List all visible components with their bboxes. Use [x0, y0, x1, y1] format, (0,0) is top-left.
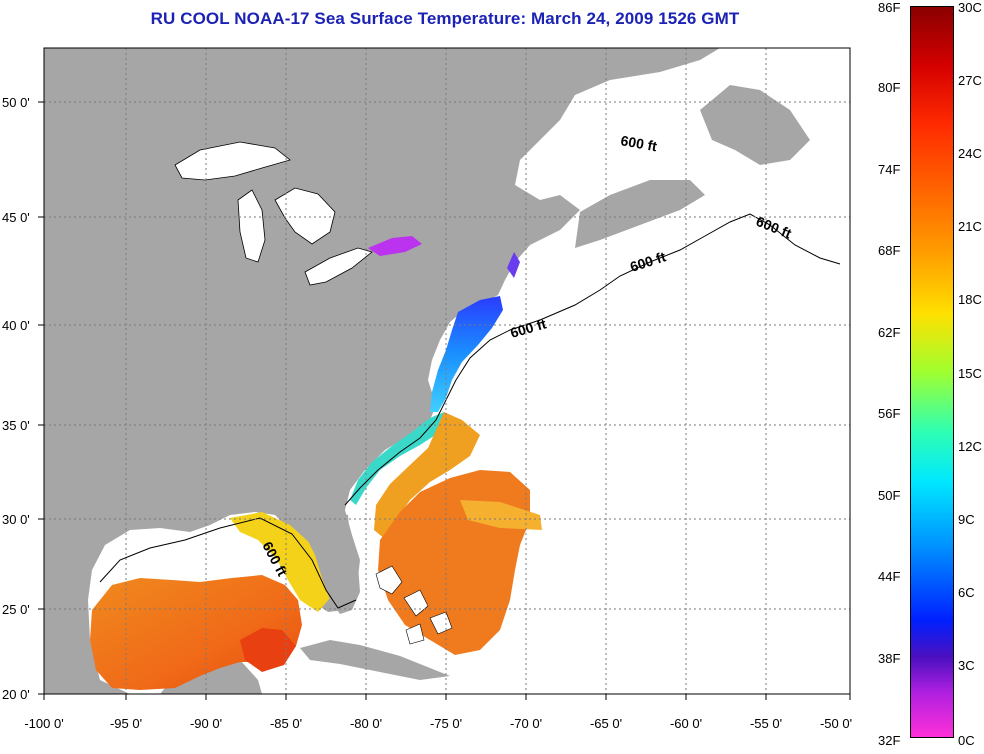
map-frame	[43, 47, 851, 695]
colorbar-label-f: 50F	[878, 488, 901, 503]
colorbar-label-c: 15C	[958, 366, 982, 381]
lat-tick-label: 20 0'	[2, 687, 30, 702]
lon-tick-label: -60 0'	[670, 716, 702, 731]
colorbar-label-f: 68F	[878, 243, 901, 258]
lon-tick-label: -50 0'	[820, 716, 852, 731]
colorbar-label-c: 3C	[958, 658, 975, 673]
gulf-loop-current-sst	[240, 628, 296, 672]
colorbar-label-f: 56F	[878, 406, 901, 421]
lon-tick-label: -80 0'	[350, 716, 382, 731]
colorbar-label-c: 18C	[958, 292, 982, 307]
nova-scotia-land	[575, 180, 705, 248]
gulf-stream-sst	[374, 412, 480, 540]
lat-tick-label: 35 0'	[2, 418, 30, 433]
colorbar-label-f: 80F	[878, 80, 901, 95]
yucatan-land	[160, 655, 262, 694]
colorbar-label-c: 0C	[958, 733, 975, 748]
colorbar-label-f: 74F	[878, 162, 901, 177]
colorbar-label-c: 9C	[958, 512, 975, 527]
lon-tick-label: -70 0'	[510, 716, 542, 731]
lon-tick-label: -65 0'	[590, 716, 622, 731]
gulf-shelf-sst	[230, 512, 330, 612]
lon-tick-label: -100 0'	[24, 716, 63, 731]
graticule	[44, 48, 850, 694]
lon-tick-label: -55 0'	[750, 716, 782, 731]
offshore-warm-band	[460, 500, 542, 530]
cuba-land	[300, 640, 450, 680]
florida-land	[300, 510, 360, 614]
temperature-colorbar	[910, 6, 954, 738]
colorbar-label-f: 62F	[878, 325, 901, 340]
colorbar-label-c: 6C	[958, 585, 975, 600]
colorbar-label-c: 24C	[958, 146, 982, 161]
isobath-600ft-contour	[99, 213, 841, 609]
contour-label-newfoundland: 600 ft	[619, 132, 658, 154]
lat-tick-label: 40 0'	[2, 318, 30, 333]
colorbar-label-f: 32F	[878, 733, 901, 748]
colorbar-label-f: 86F	[878, 0, 901, 15]
colorbar-label-c: 30C	[958, 0, 982, 15]
colorbar-label-c: 21C	[958, 219, 982, 234]
great-lakes	[174, 141, 373, 286]
lon-tick-label: -85 0'	[270, 716, 302, 731]
lake-ontario-sst	[368, 236, 422, 256]
map-title: RU COOL NOAA-17 Sea Surface Temperature:…	[150, 9, 740, 28]
southeast-shelf-sst	[350, 412, 444, 505]
colorbar-label-f: 38F	[878, 651, 901, 666]
gulf-of-maine-sst	[507, 252, 520, 278]
newfoundland-land	[700, 85, 810, 165]
lon-tick-label: -95 0'	[110, 716, 142, 731]
colorbar-label-f: 44F	[878, 569, 901, 584]
lat-tick-label: 45 0'	[2, 210, 30, 225]
north-america-land	[44, 48, 720, 694]
lon-tick-label: -90 0'	[190, 716, 222, 731]
lat-tick-label: 30 0'	[2, 512, 30, 527]
colorbar-label-c: 27C	[958, 73, 982, 88]
lon-tick-label: -75 0'	[430, 716, 462, 731]
axis-ticks	[38, 101, 851, 700]
lat-tick-label: 25 0'	[2, 602, 30, 617]
lat-tick-label: 50 0'	[2, 95, 30, 110]
colorbar-label-c: 12C	[958, 439, 982, 454]
gulf-of-st-lawrence	[540, 98, 700, 172]
